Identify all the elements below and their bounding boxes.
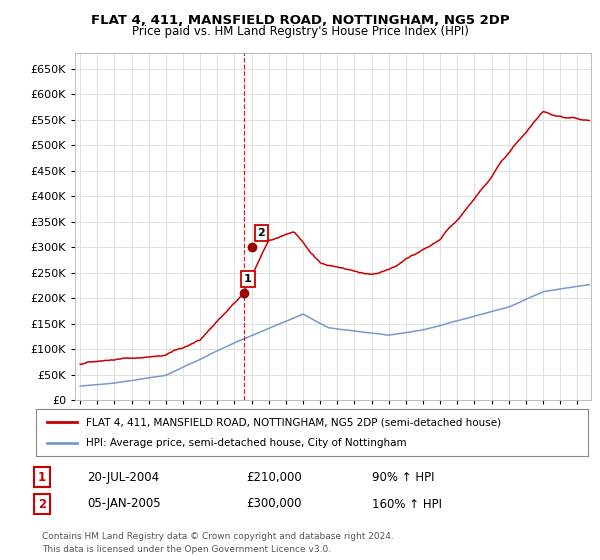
Text: 160% ↑ HPI: 160% ↑ HPI <box>372 497 442 511</box>
Text: 1: 1 <box>244 274 252 284</box>
Text: Contains HM Land Registry data © Crown copyright and database right 2024.
This d: Contains HM Land Registry data © Crown c… <box>42 533 394 554</box>
Text: 90% ↑ HPI: 90% ↑ HPI <box>372 470 434 484</box>
Text: HPI: Average price, semi-detached house, City of Nottingham: HPI: Average price, semi-detached house,… <box>86 438 406 448</box>
Text: 2: 2 <box>257 228 265 238</box>
Text: FLAT 4, 411, MANSFIELD ROAD, NOTTINGHAM, NG5 2DP (semi-detached house): FLAT 4, 411, MANSFIELD ROAD, NOTTINGHAM,… <box>86 417 501 427</box>
Text: £300,000: £300,000 <box>246 497 302 511</box>
Text: 20-JUL-2004: 20-JUL-2004 <box>87 470 159 484</box>
Text: 05-JAN-2005: 05-JAN-2005 <box>87 497 161 511</box>
Text: Price paid vs. HM Land Registry's House Price Index (HPI): Price paid vs. HM Land Registry's House … <box>131 25 469 38</box>
Text: FLAT 4, 411, MANSFIELD ROAD, NOTTINGHAM, NG5 2DP: FLAT 4, 411, MANSFIELD ROAD, NOTTINGHAM,… <box>91 14 509 27</box>
Text: 2: 2 <box>38 497 46 511</box>
Text: £210,000: £210,000 <box>246 470 302 484</box>
Text: 1: 1 <box>38 470 46 484</box>
